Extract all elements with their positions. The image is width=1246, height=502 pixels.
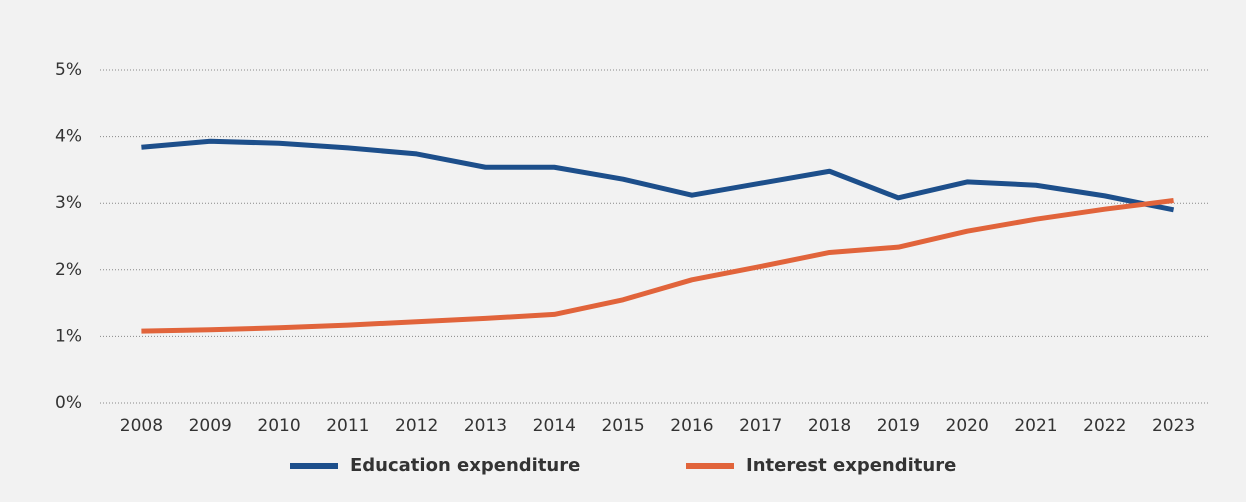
x-tick-label: 2018	[808, 416, 851, 436]
x-tick-label: 2008	[120, 416, 163, 436]
x-tick-label: 2019	[877, 416, 920, 436]
x-tick-label: 2011	[326, 416, 369, 436]
x-tick-label: 2023	[1152, 416, 1195, 436]
y-tick-label: 0%	[55, 393, 82, 413]
series-line	[141, 138, 1175, 213]
x-tick-label: 2012	[395, 416, 438, 436]
x-tick-label: 2017	[739, 416, 782, 436]
x-tick-label: 2020	[946, 416, 989, 436]
y-tick-label: 4%	[55, 127, 82, 147]
x-tick-label: 2021	[1014, 416, 1057, 436]
x-tick-label: 2022	[1083, 416, 1126, 436]
y-tick-label: 3%	[55, 193, 82, 213]
y-tick-label: 2%	[55, 260, 82, 280]
y-tick-label: 5%	[55, 60, 82, 80]
x-tick-label: 2010	[257, 416, 300, 436]
x-tick-label: 2013	[464, 416, 507, 436]
x-tick-label: 2015	[601, 416, 644, 436]
x-tick-label: 2009	[189, 416, 232, 436]
legend-label: Education expenditure	[350, 455, 580, 476]
x-tick-label: 2016	[670, 416, 713, 436]
y-tick-label: 1%	[55, 326, 82, 346]
x-tick-label: 2014	[533, 416, 576, 436]
legend-label: Interest expenditure	[746, 455, 956, 476]
series-line	[141, 198, 1174, 334]
